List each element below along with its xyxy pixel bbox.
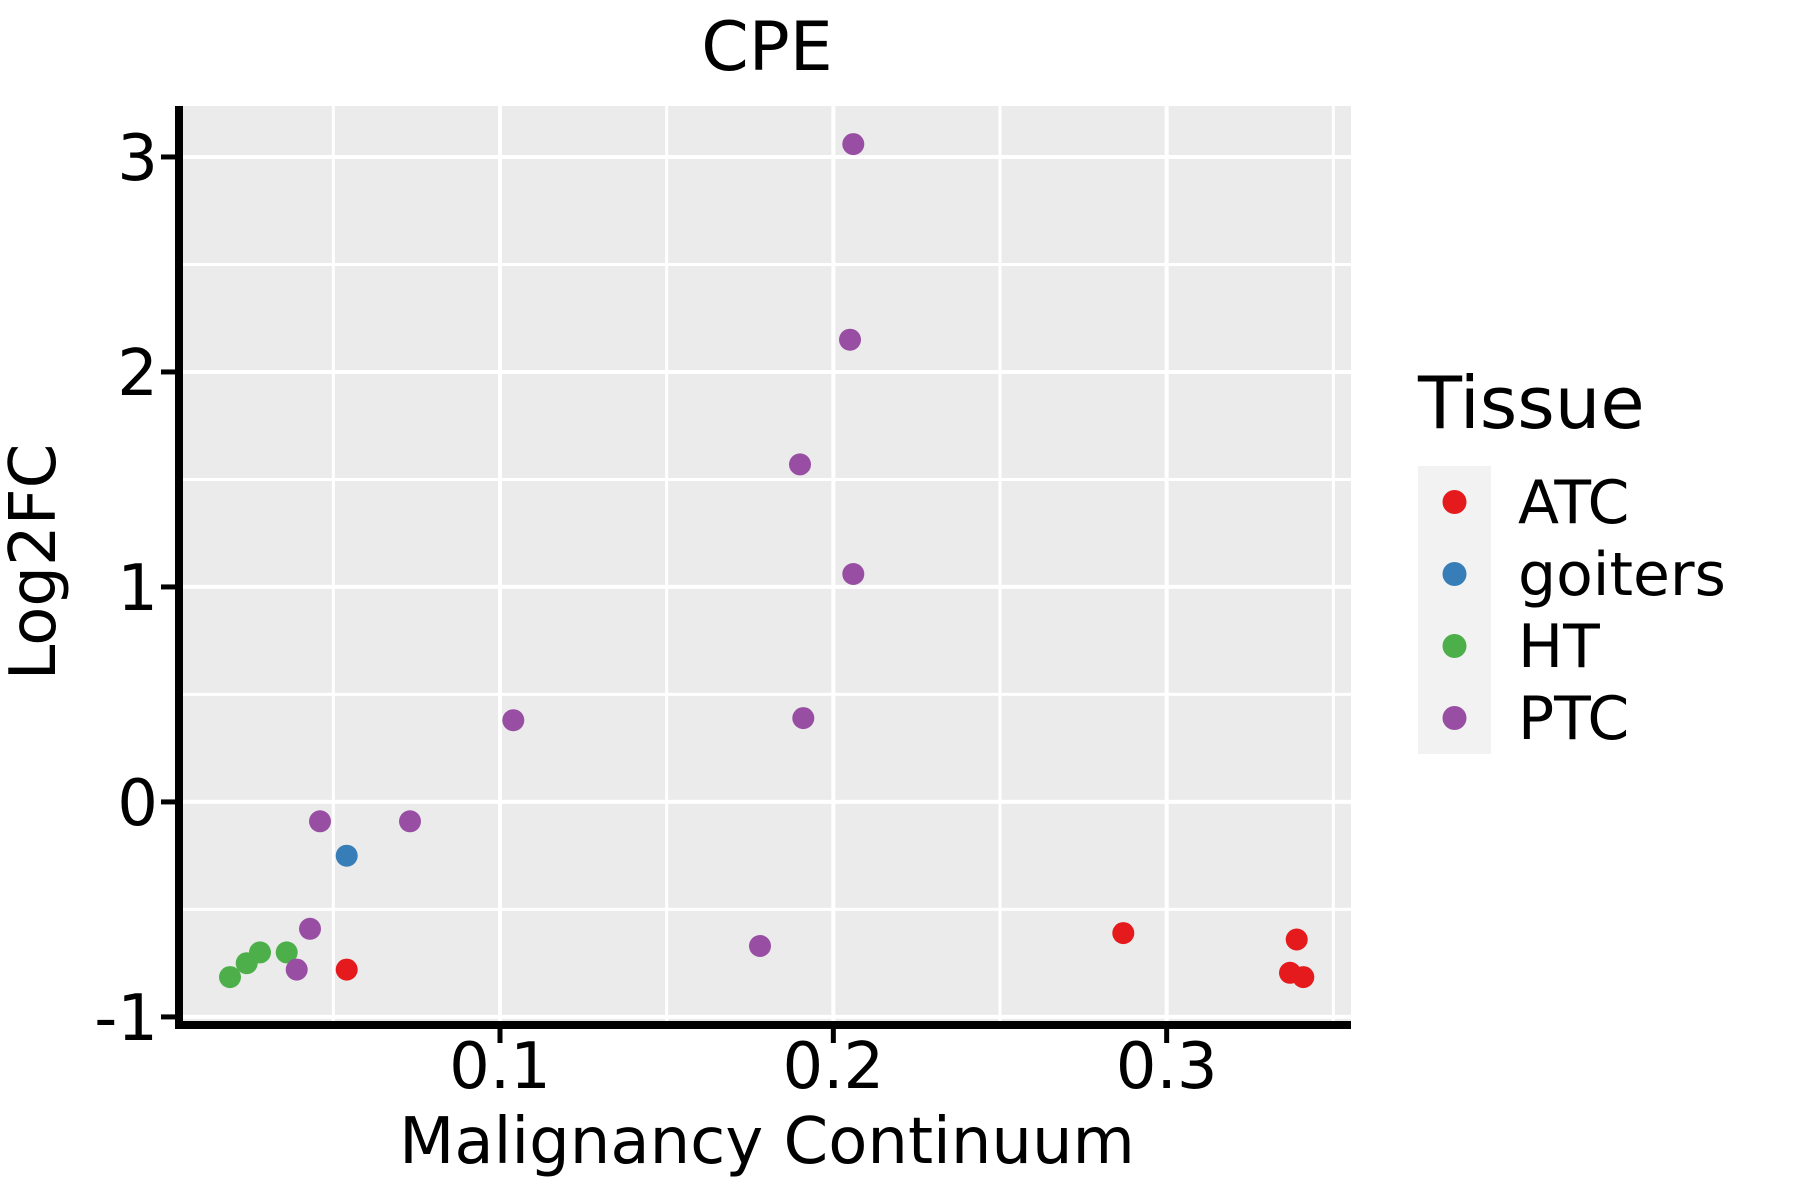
legend-title: Tissue — [1417, 361, 1645, 445]
data-point-ATC — [1112, 922, 1135, 945]
data-point-PTC — [309, 810, 331, 833]
legend-dot-goiters — [1442, 562, 1467, 586]
data-point-PTC — [749, 935, 771, 957]
data-point-PTC — [399, 810, 421, 833]
data-point-HT — [219, 966, 241, 989]
y-axis-label: Log2FC — [0, 444, 71, 681]
gridlines-minor — [183, 106, 1351, 1021]
chart-title: CPE — [701, 8, 832, 87]
data-point-ATC — [1292, 966, 1315, 989]
data-point-ATC — [1285, 928, 1308, 951]
data-point-HT — [249, 941, 271, 964]
y-tick-labels: 3 2 1 0 -1 — [94, 122, 158, 1056]
data-point-ATC — [335, 958, 358, 981]
x-tick-label: 0.1 — [449, 1030, 551, 1104]
legend-dot-PTC — [1442, 706, 1467, 730]
data-point-PTC — [789, 453, 811, 476]
y-tick-mark — [161, 154, 175, 160]
gridlines-major — [183, 106, 1351, 1021]
y-tick-label: 2 — [117, 337, 158, 411]
x-tick-mark — [1164, 1029, 1170, 1043]
x-tick-mark — [497, 1029, 503, 1043]
y-tick-label: 0 — [117, 767, 158, 841]
data-point-goiters — [335, 844, 358, 867]
legend-label-ATC: ATC — [1518, 468, 1629, 538]
y-tick-mark — [161, 584, 175, 590]
data-point-PTC — [502, 709, 525, 732]
legend-dot-HT — [1442, 634, 1467, 658]
axis-spines — [175, 106, 1351, 1029]
y-tick-label: 3 — [117, 122, 158, 196]
axis-tick-marks — [161, 154, 1170, 1043]
legend-label-HT: HT — [1518, 612, 1600, 682]
y-tick-mark — [161, 1014, 175, 1020]
x-tick-mark — [830, 1029, 836, 1043]
y-tick-label: -1 — [94, 982, 158, 1056]
x-tick-label: 0.3 — [1116, 1030, 1218, 1104]
data-point-PTC — [842, 133, 865, 156]
y-tick-mark — [161, 369, 175, 375]
data-point-PTC — [842, 563, 865, 585]
legend-label-goiters: goiters — [1518, 540, 1726, 610]
data-point-PTC — [839, 328, 861, 351]
plot-panel — [183, 106, 1351, 1021]
y-tick-mark — [161, 799, 175, 805]
x-tick-label: 0.2 — [782, 1030, 884, 1104]
legend-dot-ATC — [1442, 490, 1467, 514]
data-point-PTC — [285, 958, 308, 981]
y-tick-label: 1 — [117, 552, 158, 626]
legend-label-PTC: PTC — [1518, 684, 1629, 754]
data-point-PTC — [299, 917, 321, 940]
x-axis-spine — [175, 1021, 1351, 1029]
x-axis-label: Malignancy Continuum — [399, 1105, 1135, 1179]
x-tick-labels: 0.1 0.2 0.3 — [449, 1030, 1217, 1104]
data-points — [219, 133, 1315, 989]
data-point-HT — [275, 941, 298, 964]
data-point-PTC — [792, 707, 815, 730]
y-axis-spine — [175, 106, 183, 1029]
